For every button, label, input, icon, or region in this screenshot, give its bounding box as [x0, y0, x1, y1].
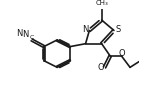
Text: N: N: [22, 30, 29, 39]
Text: O: O: [118, 49, 125, 58]
Text: CH₃: CH₃: [95, 0, 108, 6]
Text: N: N: [16, 29, 22, 38]
Text: O: O: [97, 63, 104, 72]
Text: N: N: [82, 25, 89, 35]
Text: C: C: [29, 35, 34, 40]
Text: S: S: [115, 25, 120, 35]
